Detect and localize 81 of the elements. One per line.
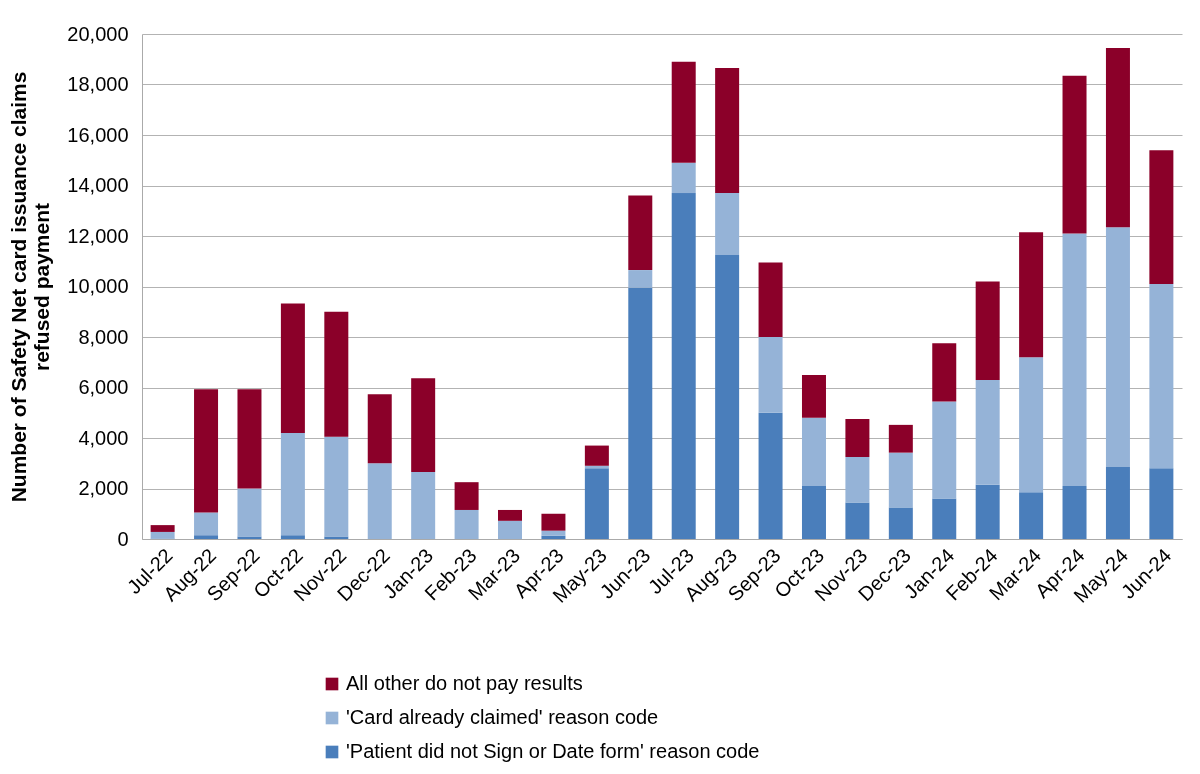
y-tick-label: 2,000 bbox=[78, 477, 129, 499]
legend-label: 'Card already claimed' reason code bbox=[346, 706, 659, 728]
bar bbox=[194, 389, 219, 513]
y-tick-label: 14,000 bbox=[67, 174, 129, 196]
bar bbox=[1019, 232, 1044, 358]
bar bbox=[498, 509, 523, 521]
bar bbox=[150, 531, 175, 539]
bar bbox=[975, 281, 1000, 380]
bar bbox=[715, 254, 740, 539]
bar bbox=[671, 162, 696, 194]
bar bbox=[411, 378, 436, 473]
bar bbox=[194, 512, 219, 536]
bar bbox=[845, 456, 870, 503]
bar bbox=[367, 394, 392, 464]
bar bbox=[1062, 233, 1087, 486]
bar bbox=[541, 535, 566, 539]
bar bbox=[1062, 485, 1087, 539]
bar bbox=[715, 193, 740, 255]
y-tick-label: 16,000 bbox=[67, 123, 129, 146]
bar bbox=[758, 262, 783, 337]
bar bbox=[454, 482, 479, 510]
bar bbox=[1019, 492, 1044, 539]
y-tick-label: 20,000 bbox=[67, 22, 129, 45]
legend-label: 'Patient did not Sign or Date form' reason code bbox=[346, 740, 760, 762]
bar bbox=[975, 379, 1000, 485]
bar bbox=[628, 270, 653, 288]
bar bbox=[628, 287, 653, 539]
bar bbox=[324, 436, 349, 537]
bar bbox=[1105, 47, 1130, 228]
bar bbox=[237, 389, 262, 489]
bar bbox=[1149, 468, 1174, 539]
bar bbox=[324, 536, 349, 539]
bar bbox=[280, 535, 305, 539]
bar bbox=[801, 485, 826, 539]
y-tick-label: 18,000 bbox=[67, 73, 129, 95]
bar bbox=[584, 468, 609, 539]
bar bbox=[280, 432, 305, 536]
y-tick-label: 10,000 bbox=[67, 275, 129, 297]
y-tick-label: 0 bbox=[117, 527, 129, 550]
bar bbox=[758, 412, 783, 539]
bar bbox=[888, 507, 913, 539]
bar bbox=[541, 513, 566, 531]
bar bbox=[801, 374, 826, 418]
y-tick-label: 4,000 bbox=[78, 426, 129, 449]
bar bbox=[454, 509, 479, 539]
bar bbox=[628, 195, 653, 271]
y-tick-label: 6,000 bbox=[78, 376, 129, 398]
bar bbox=[498, 520, 523, 539]
bar bbox=[541, 530, 566, 536]
bar bbox=[194, 535, 219, 539]
bar bbox=[715, 68, 740, 194]
bar bbox=[975, 484, 1000, 539]
bar bbox=[150, 525, 175, 532]
bar bbox=[411, 472, 436, 539]
bar bbox=[1019, 357, 1044, 493]
bar bbox=[1149, 150, 1174, 284]
y-tick-label: 12,000 bbox=[67, 224, 129, 247]
bar bbox=[367, 463, 392, 539]
y-tick-label: 8,000 bbox=[78, 325, 129, 348]
bar bbox=[932, 498, 957, 539]
legend-label: All other do not pay results bbox=[346, 672, 583, 694]
bar bbox=[932, 401, 957, 499]
bar bbox=[845, 419, 870, 457]
bar bbox=[1105, 467, 1130, 539]
bar bbox=[888, 424, 913, 453]
bar bbox=[280, 303, 305, 433]
bar bbox=[671, 61, 696, 163]
bar bbox=[1062, 75, 1087, 234]
bar bbox=[237, 488, 262, 537]
bar bbox=[932, 343, 957, 402]
bar bbox=[671, 193, 696, 539]
bar bbox=[237, 536, 262, 539]
bar bbox=[324, 311, 349, 437]
bar bbox=[1149, 283, 1174, 469]
bar bbox=[801, 417, 826, 486]
bar bbox=[584, 445, 609, 466]
bar bbox=[1105, 227, 1130, 468]
bar bbox=[845, 502, 870, 539]
bar bbox=[758, 337, 783, 413]
bar bbox=[888, 452, 913, 508]
y-axis-title: Number of Safety Net card issuance claims refused payment bbox=[7, 71, 54, 503]
